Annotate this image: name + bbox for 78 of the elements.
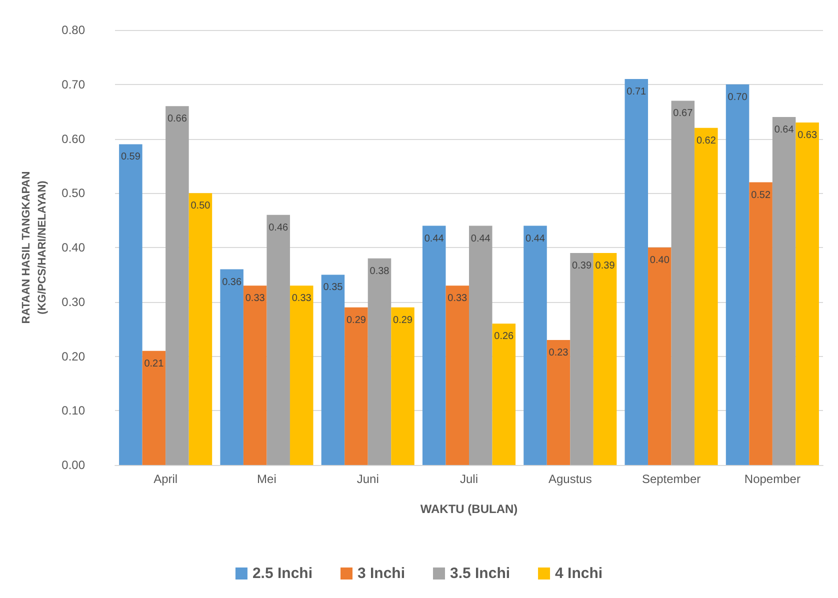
y-tick-label: 0.70 [62,77,86,92]
data-label: 0.44 [526,233,546,244]
bar [796,122,819,465]
bar [694,128,718,465]
legend-label: 3 Inchi [357,565,406,582]
data-label: 0.71 [626,86,647,98]
legend-label: 2.5 Inchi [252,565,312,582]
y-tick-label: 0.00 [62,458,86,472]
bar [422,226,446,465]
bar [648,248,672,465]
x-tick-label: Mei [257,472,276,486]
bar [142,350,166,465]
bar [772,117,796,465]
x-tick-label: April [154,472,178,486]
bar [749,182,772,465]
data-label: 0.62 [696,135,716,146]
x-tick-label: Agustus [548,472,592,486]
bar [166,106,189,465]
y-tick-label: 0.40 [62,240,86,254]
x-tick-label: Juni [356,472,379,486]
x-tick-label: September [642,472,701,486]
bar [524,226,547,465]
data-label: 0.59 [120,152,141,163]
bar [119,144,142,465]
y-tick-label: 0.80 [62,23,86,37]
data-label: 0.66 [167,114,188,125]
bar [446,286,469,465]
y-tick-label: 0.60 [62,132,86,146]
bar [624,78,648,465]
y-tick-label: 0.50 [62,186,86,200]
data-label: 0.50 [190,200,211,212]
bar [188,193,212,465]
data-label: 0.46 [268,222,289,234]
bar [290,286,314,465]
data-label: 0.40 [650,255,670,266]
data-label: 0.38 [370,266,390,277]
data-label: 0.33 [448,293,468,304]
data-label: 0.63 [798,130,818,141]
y-tick-label: 0.20 [62,349,86,364]
data-label: 0.39 [595,260,616,272]
data-label: 0.23 [548,347,569,358]
y-tick-label: 0.10 [62,404,86,418]
bar [220,269,244,465]
data-label: 0.21 [144,358,164,370]
bar [266,214,290,465]
legend-label: 3.5 Inchi [450,565,510,582]
legend-label: 4 Inchi [555,565,603,582]
bar [671,100,695,465]
bar [368,258,392,465]
data-label: 0.44 [470,233,491,244]
data-label: 0.26 [494,331,514,342]
data-label: 0.35 [323,282,344,294]
bar [593,252,617,465]
x-tick-label: Juli [460,472,478,486]
data-label: 0.67 [673,108,694,120]
x-tick-label: Nopember [744,472,800,486]
bar [570,252,594,465]
data-label: 0.36 [222,276,242,288]
data-label: 0.70 [728,92,748,103]
data-label: 0.39 [572,260,592,272]
bar [391,307,414,465]
bar [492,324,516,465]
bar [469,226,492,465]
y-tick-label: 0.30 [62,294,86,309]
data-label: 0.33 [292,293,312,304]
data-label: 0.29 [346,314,366,326]
x-axis-title: WAKTU (BULAN) [420,502,518,516]
data-label: 0.64 [774,124,794,136]
data-label: 0.29 [393,314,413,326]
bar [243,286,267,465]
data-label: 0.33 [245,293,266,304]
y-axis-title: RATAAN HASIL TANGKAPAN (KG/PCS/HARI/NELAYAN) [20,171,49,324]
bar [344,307,368,465]
data-label: 0.52 [751,190,771,201]
bar [726,84,750,465]
bar [321,274,345,465]
data-label: 0.44 [424,233,444,244]
bar [546,340,570,465]
